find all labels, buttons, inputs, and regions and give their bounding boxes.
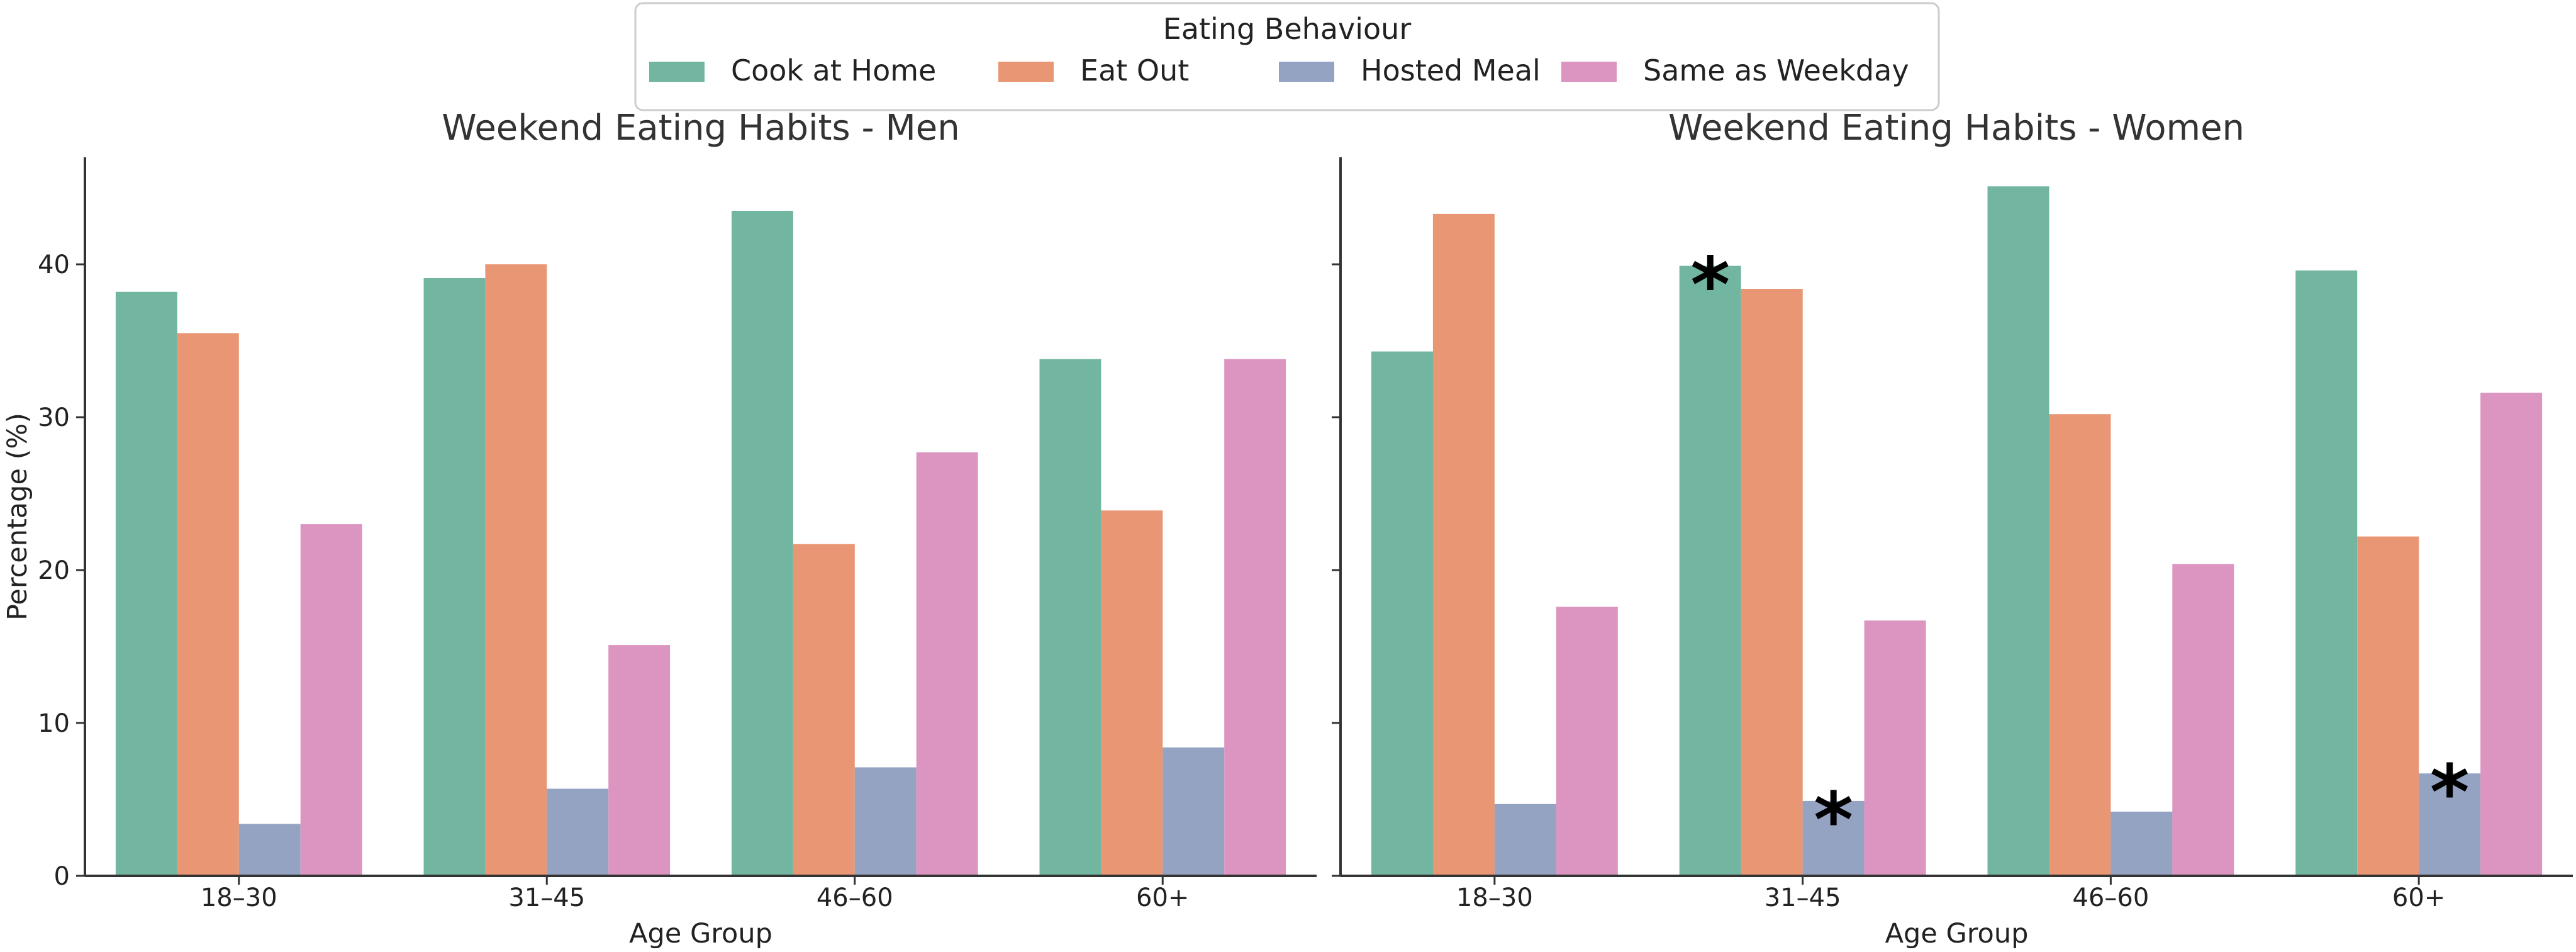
- bar-cook-at-home-18-30: [115, 291, 177, 876]
- legend-label: Cook at Home: [731, 53, 936, 87]
- legend-swatch: [1561, 62, 1617, 82]
- chart-title: Weekend Eating Habits - Men: [442, 108, 960, 148]
- x-axis-label: Age Group: [1885, 918, 2029, 949]
- legend-title: Eating Behaviour: [1163, 12, 1412, 46]
- bar-eat-out-18-30: [177, 333, 239, 876]
- bar-hosted-meal-60: [2419, 773, 2481, 876]
- legend-item-cook-at-home: Cook at Home: [649, 53, 936, 87]
- x-tick-label: 60+: [2392, 883, 2445, 912]
- bar-hosted-meal-18-30: [1494, 804, 1556, 876]
- legend: Eating Behaviour Cook at Home Eat Out Host…: [634, 2, 1940, 111]
- significance-marker: *: [1814, 777, 1853, 865]
- bar-cook-at-home-60: [1039, 359, 1101, 876]
- y-tick-label: 40: [38, 250, 70, 279]
- bar-eat-out-31-45: [1741, 289, 1803, 876]
- legend-label: Hosted Meal: [1361, 53, 1541, 87]
- bar-hosted-meal-31-45: [547, 788, 609, 876]
- bar-cook-at-home-18-30: [1371, 351, 1433, 876]
- bar-eat-out-60: [2357, 536, 2419, 876]
- bar-same-as-weekday-31-45: [608, 645, 671, 876]
- x-tick-label: 46–60: [2072, 883, 2149, 912]
- x-tick-label: 18–30: [201, 883, 277, 912]
- legend-label: Eat Out: [1080, 53, 1189, 87]
- bar-eat-out-46-60: [2049, 414, 2111, 876]
- bar-cook-at-home-31-45: [1679, 266, 1741, 876]
- legend-frame: [634, 2, 1940, 111]
- bar-same-as-weekday-60: [2480, 393, 2543, 876]
- significance-marker: *: [1690, 242, 1730, 330]
- bar-hosted-meal-31-45: [1802, 800, 1865, 876]
- bar-same-as-weekday-31-45: [1864, 620, 1926, 876]
- bar-eat-out-31-45: [485, 264, 547, 876]
- legend-swatch: [998, 62, 1054, 82]
- bar-cook-at-home-46-60: [732, 211, 793, 876]
- chart-panel-2: Weekend Eating Habits - Women 18–30 31–45 4…: [1332, 108, 2573, 949]
- y-tick-label: 10: [38, 709, 70, 738]
- legend-item-hosted-meal: Hosted Meal: [1279, 53, 1541, 87]
- x-tick-label: 31–45: [508, 883, 585, 912]
- bar-eat-out-18-30: [1432, 213, 1495, 876]
- x-axis-label: Age Group: [629, 918, 772, 949]
- bar-hosted-meal-46-60: [854, 767, 917, 876]
- bar-eat-out-60: [1101, 510, 1163, 876]
- legend-item-same-as-weekday: Same as Weekday: [1561, 53, 1909, 87]
- bar-cook-at-home-31-45: [423, 278, 486, 876]
- legend-swatch: [649, 62, 705, 82]
- legend-swatch: [1279, 62, 1334, 82]
- chart-panel-1: Weekend Eating Habits - Men 18–30 31–45 46–…: [2, 108, 1317, 949]
- bar-hosted-meal-46-60: [2110, 811, 2173, 876]
- bar-same-as-weekday-60: [1224, 359, 1286, 876]
- x-tick-label: 18–30: [1456, 883, 1533, 912]
- bar-same-as-weekday-18-30: [300, 524, 362, 876]
- bar-same-as-weekday-46-60: [916, 452, 978, 876]
- bar-hosted-meal-18-30: [238, 824, 301, 876]
- bar-cook-at-home-60: [2295, 270, 2358, 876]
- y-tick-label: 30: [38, 403, 70, 432]
- x-tick-label: 60+: [1136, 883, 1189, 912]
- bar-same-as-weekday-18-30: [1556, 607, 1618, 876]
- x-tick-label: 31–45: [1765, 883, 1841, 912]
- x-tick-label: 46–60: [817, 883, 893, 912]
- bar-eat-out-46-60: [793, 544, 855, 876]
- y-tick-label: 0: [54, 862, 70, 891]
- legend-label: Same as Weekday: [1643, 53, 1909, 87]
- bar-hosted-meal-60: [1163, 747, 1225, 876]
- significance-marker: *: [2430, 749, 2470, 837]
- y-axis-label: Percentage (%): [2, 413, 33, 620]
- bar-same-as-weekday-46-60: [2172, 564, 2234, 876]
- chart-title: Weekend Eating Habits - Women: [1668, 108, 2244, 148]
- legend-item-eat-out: Eat Out: [998, 53, 1189, 87]
- y-tick-label: 20: [38, 556, 70, 585]
- bar-cook-at-home-46-60: [1987, 186, 2049, 876]
